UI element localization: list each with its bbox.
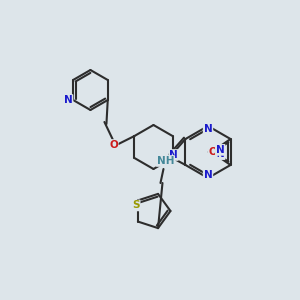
Text: O: O — [109, 140, 118, 150]
Text: S: S — [132, 200, 140, 210]
Text: N: N — [204, 170, 212, 180]
Text: O: O — [208, 147, 217, 157]
Text: NH: NH — [157, 156, 174, 166]
Text: N: N — [64, 95, 73, 105]
Text: N: N — [204, 124, 212, 134]
Text: N: N — [169, 150, 178, 160]
Text: N: N — [216, 145, 225, 155]
Text: N: N — [216, 149, 225, 159]
